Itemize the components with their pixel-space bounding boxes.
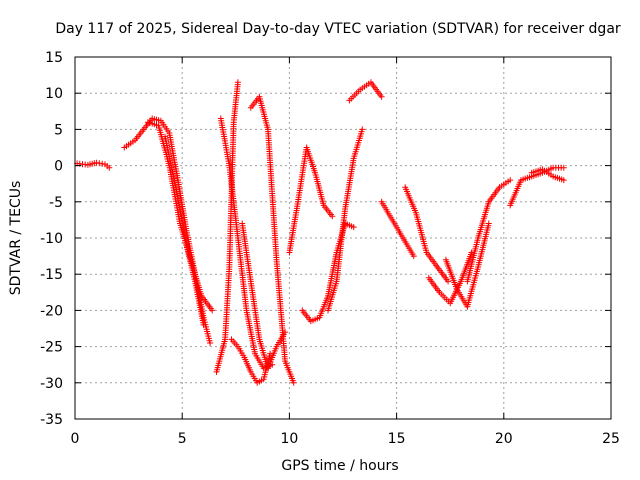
y-tick-label: -25 bbox=[40, 340, 63, 356]
data-point bbox=[560, 164, 567, 171]
x-tick-label: 15 bbox=[388, 431, 406, 447]
data-point bbox=[507, 177, 514, 184]
data-point bbox=[329, 213, 336, 220]
y-tick-label: 15 bbox=[45, 50, 63, 66]
data-marks bbox=[74, 79, 567, 386]
data-point bbox=[207, 340, 214, 346]
chart-title: Day 117 of 2025, Sidereal Day-to-day VTE… bbox=[55, 21, 621, 37]
y-tick-label: 0 bbox=[54, 159, 63, 175]
axis-ticks: 0 5 10 15 20 25 -35 -30 -25 -20 -15 -10 -5 0 5 10 15 bbox=[40, 50, 620, 447]
y-tick-label: -5 bbox=[49, 195, 63, 211]
x-tick-label: 20 bbox=[495, 431, 513, 447]
y-tick-label: -15 bbox=[40, 267, 63, 283]
data-point bbox=[234, 79, 241, 86]
y-tick-label: 5 bbox=[54, 122, 63, 138]
y-tick-label: -20 bbox=[40, 303, 63, 319]
data-point bbox=[410, 253, 417, 260]
y-tick-label: 10 bbox=[45, 86, 63, 102]
x-axis-label: GPS time / hours bbox=[281, 458, 398, 474]
data-point bbox=[350, 224, 357, 231]
x-tick-label: 10 bbox=[280, 431, 298, 447]
x-tick-label: 0 bbox=[71, 431, 80, 447]
data-point bbox=[269, 361, 276, 368]
data-point bbox=[485, 220, 492, 227]
data-point bbox=[106, 164, 113, 171]
data-point bbox=[209, 307, 216, 314]
x-tick-label: 25 bbox=[602, 431, 620, 447]
data-point bbox=[445, 278, 452, 285]
data-point bbox=[560, 177, 567, 184]
y-tick-label: -10 bbox=[40, 231, 63, 247]
y-tick-label: -35 bbox=[40, 412, 63, 428]
data-point bbox=[290, 379, 297, 386]
y-tick-label: -30 bbox=[40, 376, 63, 392]
data-point bbox=[359, 126, 366, 133]
x-tick-label: 5 bbox=[178, 431, 187, 447]
data-point bbox=[200, 321, 207, 328]
data-point bbox=[378, 93, 385, 100]
y-axis-label: SDTVAR / TECUs bbox=[8, 181, 24, 296]
grid-lines bbox=[75, 57, 611, 419]
